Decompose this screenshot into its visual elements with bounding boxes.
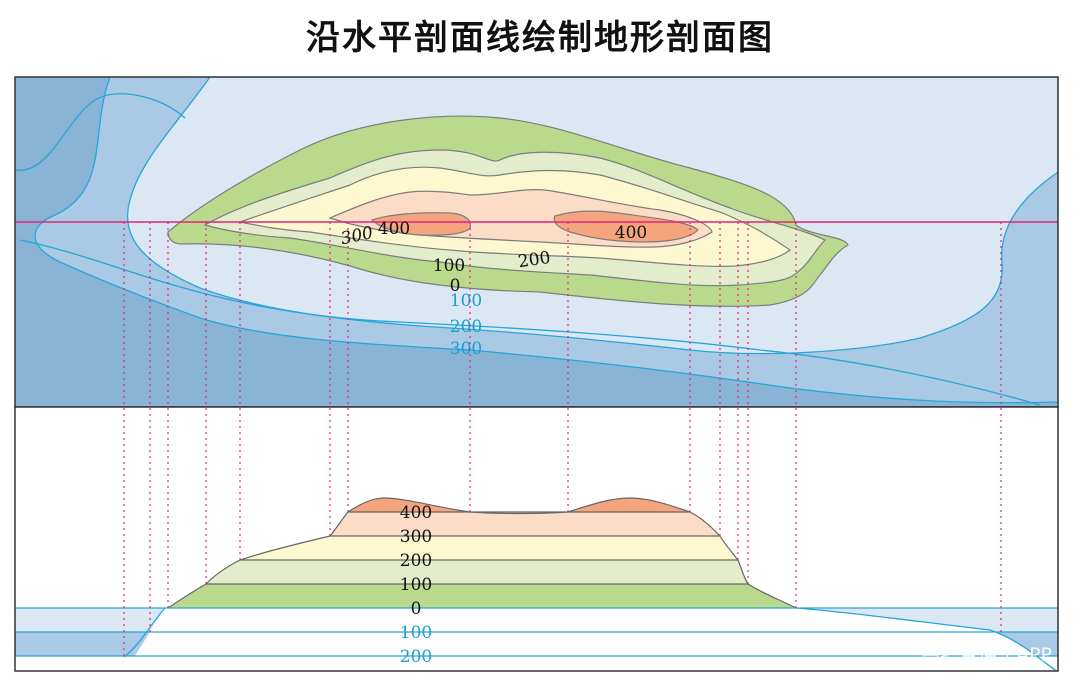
- land-400-peak-east: [553, 210, 699, 243]
- profile-land-100-200: [206, 560, 748, 584]
- projection-lines: [123, 222, 1002, 657]
- map-label-400-east: 400: [615, 223, 647, 243]
- map-label-sea-200: 200: [450, 317, 482, 337]
- figure-title: 沿水平剖面线绘制地形剖面图: [306, 18, 774, 58]
- profile-level-lines: [15, 511, 1058, 657]
- map-label-0: 0: [450, 276, 461, 296]
- map-label-400-west: 400: [378, 219, 410, 239]
- land-400-peak-west: [370, 212, 471, 236]
- profile-label-300: 300: [400, 527, 432, 547]
- watermark-text: 高考直通车APP: [921, 644, 1052, 666]
- map-label-200: 200: [517, 248, 552, 272]
- profile-land-400-peak-east: [568, 498, 690, 512]
- profile-label-sea-200: 200: [400, 647, 432, 667]
- map-label-sea-300: 300: [450, 339, 482, 359]
- map-label-100: 100: [433, 256, 465, 276]
- profile-label-100: 100: [400, 575, 432, 595]
- profile-land-300-400: [330, 512, 720, 536]
- contour-sea-300: [15, 93, 186, 171]
- profile-frame: [14, 406, 1059, 672]
- profile-label-sea-100: 100: [400, 623, 432, 643]
- profile-surface-line: [167, 497, 797, 609]
- profile-label-0: 0: [411, 599, 422, 619]
- profile-land-0-100: [168, 584, 796, 608]
- profile-label-200: 200: [400, 551, 432, 571]
- profile-seabed: [124, 608, 1058, 671]
- profile-land-200-300: [240, 536, 738, 560]
- contour-map: 300 400 400 100 200 0 100 200 300: [15, 77, 1058, 407]
- terrain-profile: 400 300 200 100 0 100 200: [15, 407, 1058, 671]
- map-label-sea-100: 100: [450, 291, 482, 311]
- profile-label-400: 400: [400, 503, 432, 523]
- profile-land-400-peak-west: [348, 498, 470, 512]
- contour-sea-200: [19, 239, 1041, 406]
